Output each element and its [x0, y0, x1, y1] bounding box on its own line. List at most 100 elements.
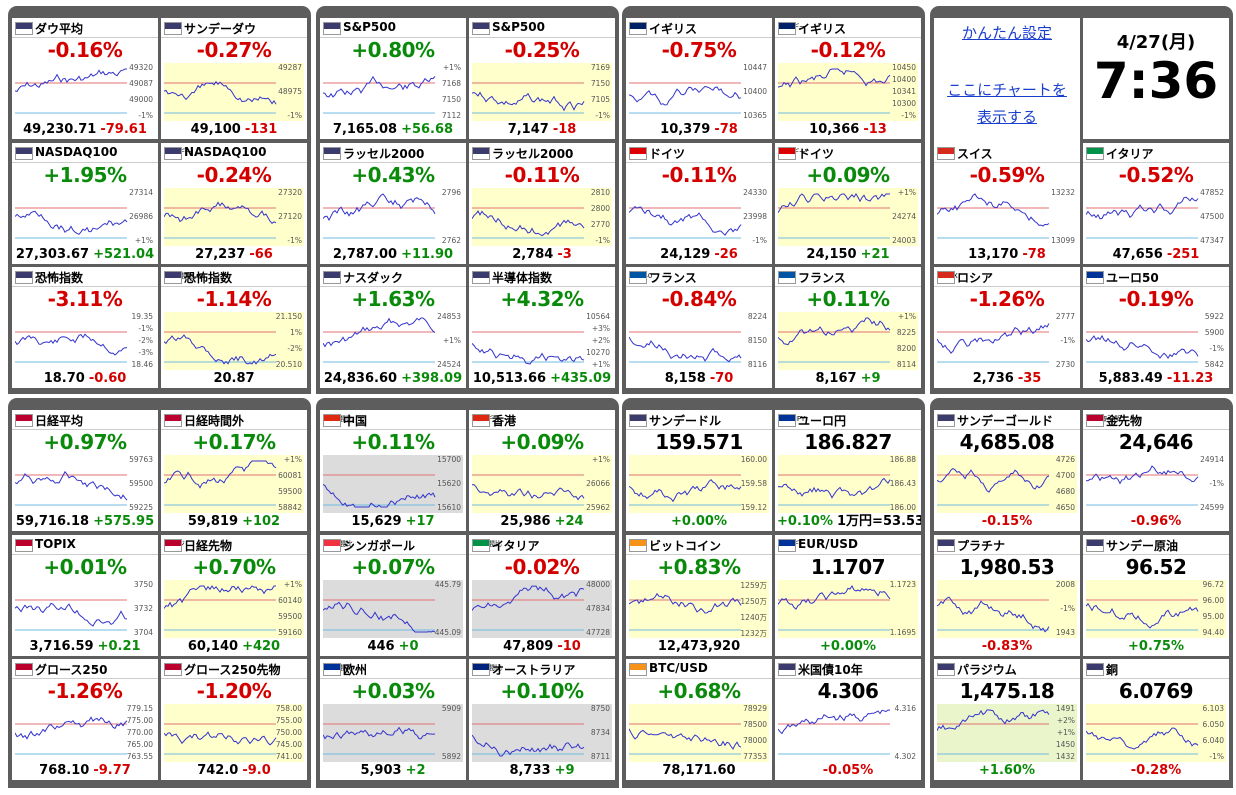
tile[interactable]: ビットコイン +0.83% 1259万 1250万 1240万 1232万 12,473,9…: [626, 535, 772, 656]
tile[interactable]: 恐怖指数VIX-3.11% 19.35 -1% -2% -3% 18.46 18.70-0.…: [12, 267, 158, 388]
axis-label: 47500: [1200, 212, 1224, 221]
tile[interactable]: オーストラリア24時間比+0.10% 8750 8734 8711 8,733+9: [469, 659, 615, 780]
tile[interactable]: サンデーゴールド 4,685.08 4726 4700 4680 4650 -0.15%: [934, 410, 1080, 531]
tile[interactable]: シンガポール24時間比+0.07%445.79 445.09 446+0: [320, 535, 466, 656]
axis-label: +1%: [1056, 728, 1075, 737]
tile-footer: 24,150 +21: [775, 247, 921, 262]
tile[interactable]: BTC/USD +0.68% 78929 78500 78000 77353 78,171.…: [626, 659, 772, 780]
axis-label: +1%: [897, 188, 916, 197]
tile[interactable]: 銅 6.0769 6.103 6.050 6.040 -1% -0.28%: [1083, 659, 1229, 780]
tile[interactable]: イタリア24時間比-0.02% 48000 47834 47728 47,809-10: [469, 535, 615, 656]
axis-label: 8200: [896, 344, 916, 353]
tile-name: 半導体指数: [492, 271, 553, 285]
tile-name: TOPIX: [35, 537, 76, 551]
tile[interactable]: ドイツサンデー+0.09% +1% 24274 24003 24,150+21: [775, 143, 921, 264]
tile-name: イギリス: [798, 22, 847, 36]
tile[interactable]: 恐怖指数24時間比-1.14%21.150 1% -2% 20.510 20.87: [161, 267, 307, 388]
footer-value: -0.96%: [1130, 514, 1182, 529]
footer-value: -9.77: [93, 763, 131, 778]
tile-header: EUR/USDサンデー: [775, 535, 921, 555]
tile[interactable]: イギリスFTSE-0.75% 10447 10400 10365 10,379-78: [626, 18, 772, 139]
link[interactable]: かんたん設定: [961, 24, 1052, 42]
tile[interactable]: ラッセル2000CFD-0.11% 2810 2800 2770 -1% 2,784-3: [469, 143, 615, 264]
panel: サンデーゴールド 4,685.08 4726 4700 4680 4650 -0.15% 金先…: [930, 398, 1233, 788]
tile[interactable]: ナスダック +1.63% 24853 +1% 24524 24,836.60 +398.09: [320, 267, 466, 388]
tile[interactable]: サンデー原油CFD96.52 96.72 96.00 95.00 94.40 +0.75%: [1083, 535, 1229, 656]
tile[interactable]: グロース250 -1.26% 779.15 775.00 770.00 765.00 763…: [12, 659, 158, 780]
tile[interactable]: スイスSMI-0.59% 13232 13099 13,170-78: [934, 143, 1080, 264]
axis-label: 24524: [437, 360, 461, 369]
axis-label: 10564: [586, 312, 610, 321]
tile[interactable]: ユーロ50 -0.19% 5922 5900 -1% 5842 5,883.49 -11.23: [1083, 267, 1229, 388]
axis-label: 47728: [586, 628, 610, 637]
sparkline-area: [14, 599, 128, 631]
tile[interactable]: フランスCFD+0.11% +1% 8225 8200 8114 8,167+9: [775, 267, 921, 388]
tile[interactable]: ユーロ円EUR/JPY186.827186.88186.43186.00+0.1…: [775, 410, 921, 531]
tile-header: 日経平均: [12, 410, 158, 430]
tile[interactable]: TOPIX +0.01% 3750 3732 3704 3,716.59 +0.21: [12, 535, 158, 656]
tile[interactable]: ダウ平均 -0.16% 49320 49087 49000 -1% 49,230.71 -79…: [12, 18, 158, 139]
tile[interactable]: 日経時間外 +0.17% +1% 60081 59500 58842 59,819 +102: [161, 410, 307, 531]
sparkline: [471, 343, 585, 365]
tile[interactable]: サンデーダウCFD-0.27% 49287 48975 -1% 49,100-131: [161, 18, 307, 139]
axis-label: 7168: [441, 79, 461, 88]
axis-label: 5842: [1204, 360, 1224, 369]
tile-header: 欧州24時間比: [320, 659, 466, 679]
axis-label: 94.40: [1202, 628, 1224, 637]
tile[interactable]: パラジウム 1,475.18 1491 +2% +1% 1450 1432 +1.60%: [934, 659, 1080, 780]
footer-value: 20.87: [213, 371, 255, 386]
tile[interactable]: サンデードル 159.571 160.00 159.58 159.12 +0.00%: [626, 410, 772, 531]
axis-label: 10447: [743, 63, 767, 72]
footer-value: +521.04: [93, 247, 155, 262]
flag-icon: [629, 22, 647, 35]
tile[interactable]: ロシアMOEX-1.26% 2777 -1% 2730 2,736-35: [934, 267, 1080, 388]
tile[interactable]: 欧州24時間比+0.03% 5909 5892 5,903+2: [320, 659, 466, 780]
tile[interactable]: グロース250先物 -1.20% 758.00 755.00 750.00 745.00 7…: [161, 659, 307, 780]
tile[interactable]: イギリスサンデー-0.12% 10450 10400 10341 10300 -1% 10,…: [775, 18, 921, 139]
flag-icon: [323, 539, 341, 552]
tile-footer: 78,171.60: [626, 763, 772, 778]
footer-value: 8,158: [664, 371, 706, 386]
tile[interactable]: フランスCAC40-0.84% 8224 8150 8116 8,158-70: [626, 267, 772, 388]
footer-value: 8,733: [509, 763, 551, 778]
tile[interactable]: 米国債10年金利4.306 4.316 4.302 -0.05%: [775, 659, 921, 780]
footer-value: 7,165.08: [332, 122, 398, 137]
tile[interactable]: 香港サンデー+0.09% +1% 26066 25962 25,986+24: [469, 410, 615, 531]
tile[interactable]: プラチナ 1,980.53 2008 -1% 1943 -0.83%: [934, 535, 1080, 656]
tile[interactable]: NASDAQ100 +1.95% 27314 26986 +1% 27,303.67 +52…: [12, 143, 158, 264]
mini-chart: 7169 7150 7105 -1%: [471, 63, 612, 121]
tile-header: NASDAQ100サンデー: [161, 143, 307, 163]
axis-label: -1%: [138, 111, 153, 120]
tile[interactable]: 日経先物ラージ+0.70% +1% 60140 59500 59160 60,140+42…: [161, 535, 307, 656]
tile[interactable]: 半導体指数SOX+4.32%10564 +3% +2% 10270 +1% 10,513.…: [469, 267, 615, 388]
footer-value: 27,237: [195, 247, 246, 262]
sparkline: [322, 317, 436, 348]
footer-value: -10: [557, 639, 581, 654]
footer-value: 7,147: [507, 122, 549, 137]
sparkline: [14, 470, 128, 501]
tile-name: EUR/USD: [798, 537, 858, 551]
link[interactable]: ここにチャートを: [947, 81, 1067, 99]
tile[interactable]: 日経平均 +0.97% 59763 59500 59225 59,716.18 +575.9…: [12, 410, 158, 531]
mini-chart: +1% 8225 8200 8114: [777, 312, 918, 370]
sparkline: [936, 468, 1050, 493]
big-value: +4.32%: [500, 287, 584, 311]
axis-label: 25962: [586, 503, 610, 512]
axis-label: 7169: [590, 63, 610, 72]
tile[interactable]: S&P500CFD-0.25% 7169 7150 7105 -1% 7,147-18: [469, 18, 615, 139]
tile[interactable]: ドイツDAX-0.11% 24330 23998 -1% 24,129-26: [626, 143, 772, 264]
link[interactable]: 表示する: [976, 108, 1037, 126]
sparkline: [1085, 334, 1199, 360]
sparkline-area: [163, 201, 277, 239]
axis-label: 47347: [1200, 236, 1224, 245]
footer-value: 47,656: [1112, 247, 1163, 262]
tile-footer: +1.60%: [934, 763, 1080, 778]
tile[interactable]: ラッセル2000 +0.43% 2796 2762 2,787.00 +11.90: [320, 143, 466, 264]
tile[interactable]: NASDAQ100サンデー-0.24% 27320 27120 -1% 27,237-6…: [161, 143, 307, 264]
tile[interactable]: S&P500 +0.80% +1% 7168 7150 7112 7,165.08 +56.6…: [320, 18, 466, 139]
tile[interactable]: 金先物大阪取引所24,646 24914 -1% 24599 -0.96%: [1083, 410, 1229, 531]
tile[interactable]: 中国24時間比+0.11%15700 15620 15610 15,629+17: [320, 410, 466, 531]
tile[interactable]: イタリアMIB-0.52% 47852 47500 47347 47,656-251: [1083, 143, 1229, 264]
tile-header: プラチナ: [934, 535, 1080, 555]
